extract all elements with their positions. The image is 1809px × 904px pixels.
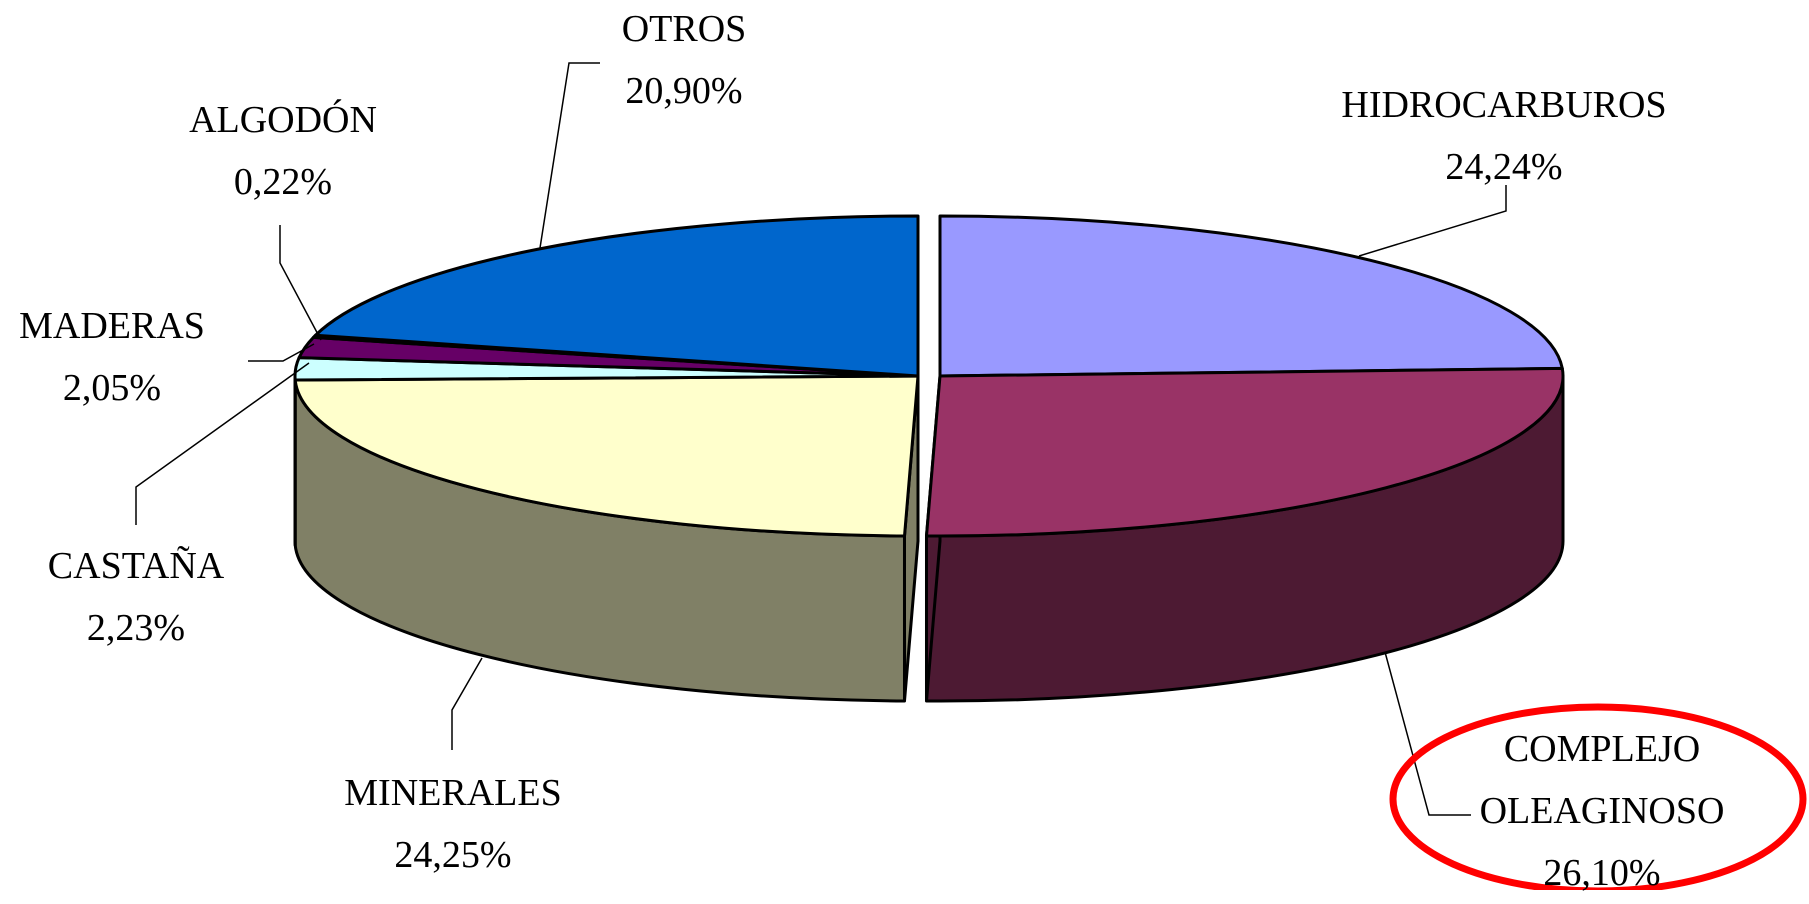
value-label: 20,90% xyxy=(622,60,747,122)
leader-line xyxy=(452,658,482,750)
value-label: 24,25% xyxy=(344,824,561,886)
value-label: 2,23% xyxy=(48,597,224,659)
value-label: 2,05% xyxy=(19,357,205,419)
category-name: COMPLEJO OLEAGINOSO xyxy=(1472,718,1732,842)
value-label: 24,24% xyxy=(1341,136,1666,198)
leader-line xyxy=(280,225,321,340)
slice xyxy=(940,216,1562,376)
value-label: 0,22% xyxy=(189,151,377,213)
category-name: MADERAS xyxy=(19,295,205,357)
category-name: MINERALES xyxy=(344,762,561,824)
slices xyxy=(295,216,1563,701)
category-name: HIDROCARBUROS xyxy=(1341,74,1666,136)
value-label: 26,10% xyxy=(1472,842,1732,904)
category-name: CASTAÑA xyxy=(48,535,224,597)
category-name: ALGODÓN xyxy=(189,89,377,151)
leader-line xyxy=(540,63,600,248)
category-name: OTROS xyxy=(622,0,747,60)
